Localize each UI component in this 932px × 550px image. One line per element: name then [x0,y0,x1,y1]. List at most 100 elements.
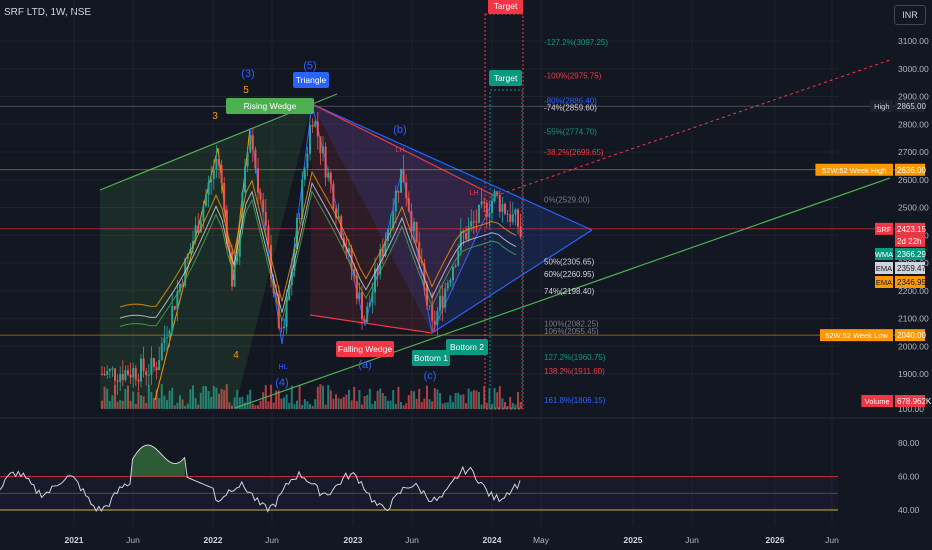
volume-bar [400,401,402,409]
candle-body [244,166,246,193]
volume-bar [431,401,434,409]
candle-body [361,292,363,320]
pattern-label: Target [494,73,518,83]
time-tick-label: Jun [265,535,279,545]
candle-body [392,211,395,229]
volume-bar [288,402,291,409]
candle-body [134,368,137,380]
volume-bar [121,400,124,409]
volume-bar [168,390,171,409]
volume-bar [179,395,181,409]
target-box-red [484,13,524,410]
price-tick-label: 3000.00 [898,64,929,74]
price-badge-value: 2346.95 [897,278,926,287]
wave-label: (b) [393,124,406,136]
candle-body [371,292,374,303]
candle-body [472,221,475,223]
volume-bar [329,390,332,409]
candle-body [462,231,465,234]
volume-bar [381,393,384,409]
candle-body [210,178,213,183]
candle-body [280,327,283,329]
volume-bar [402,405,405,409]
candle-body [332,183,335,209]
candle-body [363,319,366,323]
price-badge-label-bg [820,329,893,342]
volume-bar [184,405,187,409]
price-badge-value-bg [895,329,925,342]
candle-body [137,379,140,382]
time-tick-label: 2022 [204,535,223,545]
volume-bar [166,400,168,409]
volume-bar [251,403,254,409]
pattern-labels: Rising Wedge Triangle Target Target Falling … [212,0,523,389]
volume-bar [249,389,252,409]
candle-body [387,229,389,241]
volume-bar [150,391,153,409]
volume-bar [454,393,457,409]
volume-bar [514,404,517,409]
candle-body [446,282,449,289]
candle-body [306,153,309,169]
volume-bar [132,391,135,409]
volume-bar [220,388,223,409]
time-tick-label: 2025 [624,535,643,545]
candle-body [496,191,499,195]
time-tick-label: 2021 [65,535,84,545]
candle-body [488,213,491,217]
volume-bar [228,402,231,409]
candle-body [108,369,111,372]
moving-averages [119,170,517,327]
candle-body [381,249,384,257]
price-badge-value: 2359.47 [897,264,926,273]
volume-bar [426,385,428,409]
wave-line [154,147,219,401]
candle-body [439,295,441,311]
volume-bar [267,401,270,409]
volume-bar [348,389,350,409]
candle-body [433,320,436,325]
price-tick-label: 2900.00 [898,92,929,102]
volume-bar [506,405,509,409]
volume-bar [238,397,241,409]
candle-body [264,212,267,226]
volume-bar [465,403,467,409]
volume-bar [114,384,116,409]
volume-bar [519,401,522,409]
volume-bar [345,394,348,409]
candle-body [145,371,148,376]
volume-bar [355,401,358,409]
fib-level-label: -100%(2975.75) [544,71,602,80]
candle-body [270,245,272,280]
volume-bar [254,405,257,409]
volume-bar [439,392,441,409]
price-badge-label-bg [875,276,893,288]
candle-body [454,265,457,267]
price-tick-label: 2000.00 [898,341,929,351]
volume-bar [277,390,280,409]
candle-body [340,216,343,238]
volume-bar [342,396,345,409]
volume-bar [210,396,213,409]
volume-bar [192,385,194,409]
volume-bar [103,386,106,409]
fib-level-label: -80%(2886.40) [544,96,597,105]
price-badge-value: 2040.00 [897,331,926,340]
candle-body [121,373,124,380]
currency-button[interactable]: INR [894,5,926,25]
rsi-overbought-fill [130,445,185,477]
candle-body [251,135,254,150]
time-tick-label: 2026 [766,535,785,545]
price-badge-value-bg [895,163,925,176]
volume-bar [335,394,337,409]
volume-bar [410,390,413,409]
volume-bar [205,386,207,409]
fib-level-label: 0%(2529.00) [544,195,590,204]
volume-bar [368,388,371,409]
candle-body [316,121,319,137]
candle-body [358,292,361,299]
triangle-fill [312,104,592,333]
volume-bar [413,391,415,409]
volume-bar [420,402,423,409]
